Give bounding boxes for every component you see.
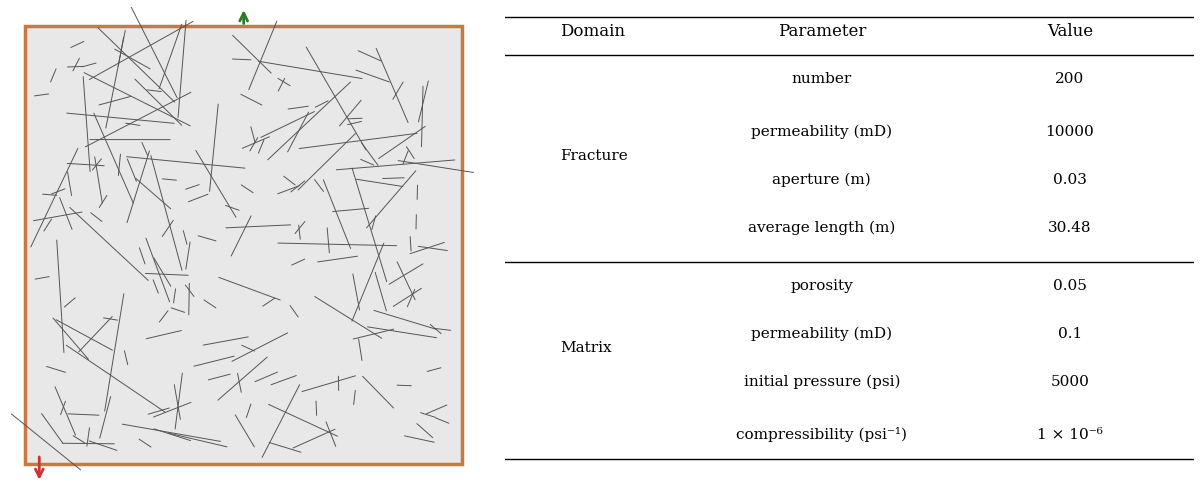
Text: 10000: 10000 xyxy=(1045,125,1094,139)
Text: compressibility (psi⁻¹): compressibility (psi⁻¹) xyxy=(737,427,907,442)
Text: porosity: porosity xyxy=(791,279,853,293)
Text: 5000: 5000 xyxy=(1050,375,1090,389)
Text: permeability (mD): permeability (mD) xyxy=(751,125,893,139)
Text: Fracture: Fracture xyxy=(560,149,628,163)
Text: aperture (m): aperture (m) xyxy=(773,173,871,187)
Text: average length (m): average length (m) xyxy=(748,221,895,235)
Text: 1 × 10⁻⁶: 1 × 10⁻⁶ xyxy=(1037,428,1103,441)
Text: Parameter: Parameter xyxy=(778,23,866,40)
Text: number: number xyxy=(792,73,852,86)
Text: Matrix: Matrix xyxy=(560,341,612,355)
Text: initial pressure (psi): initial pressure (psi) xyxy=(744,375,900,389)
Text: Value: Value xyxy=(1046,23,1093,40)
Text: 200: 200 xyxy=(1055,73,1085,86)
Text: 0.05: 0.05 xyxy=(1052,279,1087,293)
Text: 0.1: 0.1 xyxy=(1057,327,1082,341)
Text: 0.03: 0.03 xyxy=(1052,173,1087,187)
Text: permeability (mD): permeability (mD) xyxy=(751,327,893,341)
Text: Domain: Domain xyxy=(560,23,625,40)
Text: 30.48: 30.48 xyxy=(1048,221,1092,235)
